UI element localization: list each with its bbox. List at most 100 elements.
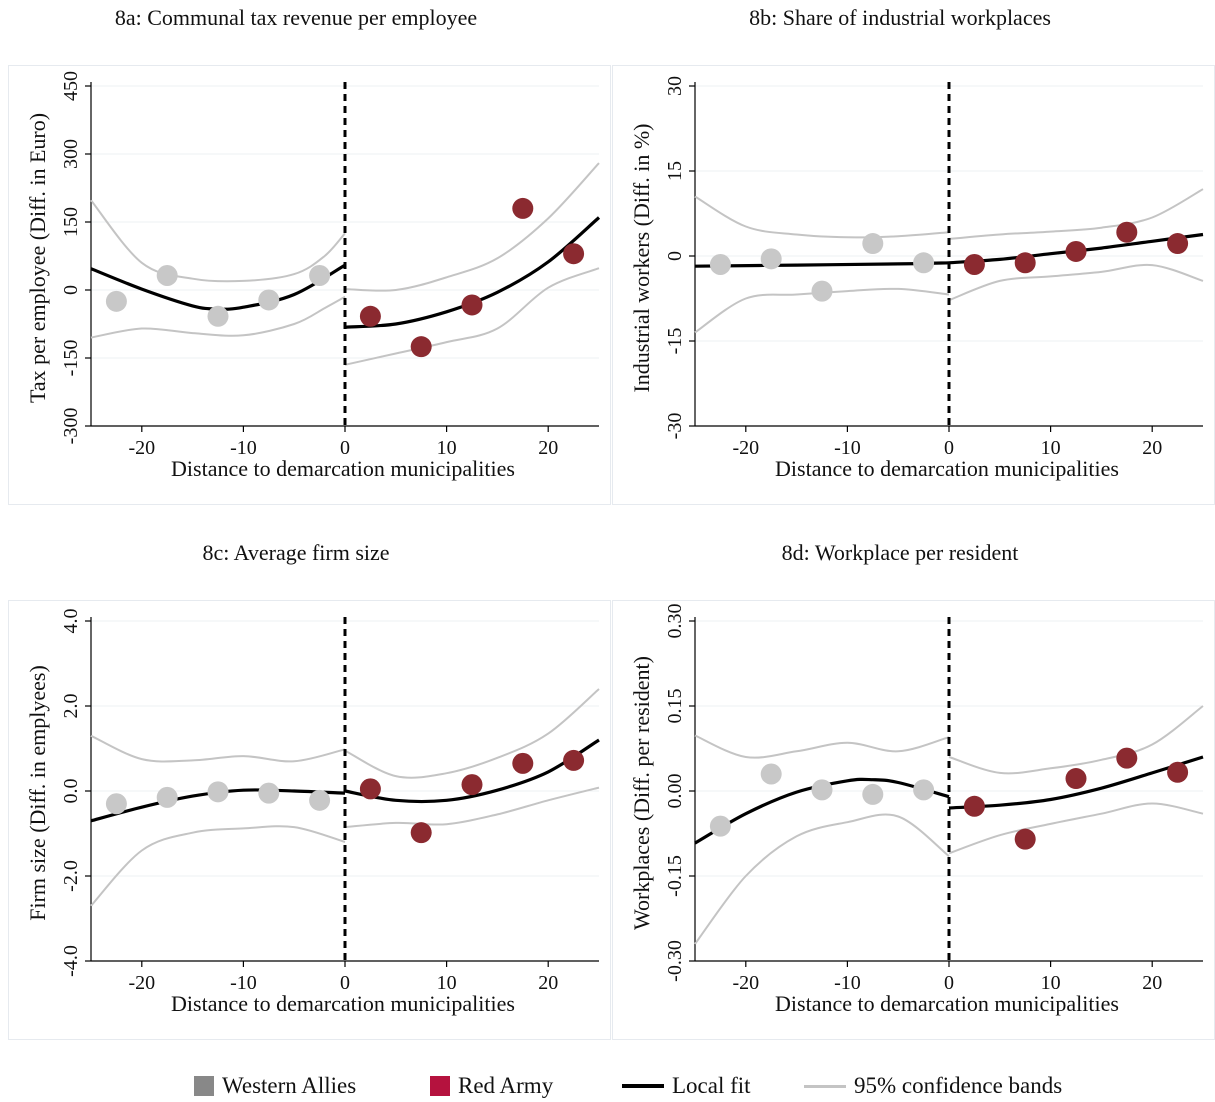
western-allies-point: [760, 248, 782, 270]
red-army-point: [963, 795, 985, 817]
legend-swatch-red: [430, 1076, 450, 1096]
x-tick-label: 0: [944, 972, 954, 994]
western-allies-point: [105, 793, 127, 815]
legend: Western Allies Red Army Local fit 95% co…: [0, 1068, 1215, 1102]
legend-item-western: Western Allies: [194, 1073, 356, 1099]
western-allies-point: [207, 305, 229, 327]
red-army-point: [1065, 768, 1087, 790]
red-army-point: [461, 774, 483, 796]
red-army-point: [563, 243, 585, 265]
confidence-band-right-lower: [344, 786, 600, 829]
red-army-point: [563, 749, 585, 771]
local-fit-left: [694, 777, 950, 845]
red-army-point: [359, 778, 381, 800]
legend-label-fit: Local fit: [672, 1073, 751, 1098]
y-tick-label: 0.0: [60, 779, 82, 804]
x-tick-label: -10: [230, 437, 257, 459]
y-axis-title: Tax per employee (Diff. in Euro): [25, 113, 50, 403]
x-tick-label: 20: [538, 972, 558, 994]
y-tick-label: -0.30: [664, 940, 686, 982]
x-axis-title: Distance to demarcation municipalities: [775, 991, 1119, 1016]
y-tick-label: -300: [60, 408, 82, 445]
legend-swatch-band: [804, 1084, 846, 1088]
western-allies-point: [309, 789, 331, 811]
x-tick-label: -10: [834, 972, 861, 994]
red-army-point: [963, 254, 985, 275]
y-tick-label: 4.0: [60, 609, 82, 634]
confidence-band-left-upper: [90, 734, 346, 763]
y-tick-label: 30: [664, 76, 686, 96]
confidence-band-left-upper: [694, 195, 950, 239]
western-allies-point: [105, 290, 127, 312]
x-tick-label: -20: [732, 972, 759, 994]
y-tick-label: -150: [60, 340, 82, 377]
red-army-point: [359, 305, 381, 327]
local-fit-right: [948, 755, 1204, 810]
confidence-band-left-upper: [90, 199, 346, 283]
chart-panel-a: -300 -150 0 150 300 450 -20 -10 0 10 20 Distance to…: [8, 65, 611, 505]
red-army-point: [1065, 240, 1087, 262]
x-tick-label: 0: [944, 437, 954, 459]
x-axis-title: Distance to demarcation municipalities: [775, 456, 1119, 481]
x-tick-label: 20: [538, 437, 558, 459]
chart-title-b: 8b: Share of industrial workplaces: [749, 5, 1051, 30]
x-tick-label: 0: [340, 972, 350, 994]
y-tick-label: 300: [60, 139, 82, 169]
western-allies-point: [862, 233, 884, 255]
y-tick-label: 0: [664, 251, 686, 261]
western-allies-point: [913, 779, 935, 801]
legend-item-band: 95% confidence bands: [804, 1073, 1062, 1099]
western-allies-point: [156, 264, 178, 286]
red-army-point: [410, 822, 432, 844]
x-tick-label: 20: [1142, 437, 1162, 459]
x-tick-label: 0: [340, 437, 350, 459]
y-tick-label: 0: [60, 285, 82, 295]
western-allies-point: [862, 783, 884, 805]
legend-label-western: Western Allies: [222, 1073, 357, 1098]
chart-title-c: 8c: Average firm size: [202, 540, 390, 565]
local-fit-right: [344, 738, 600, 804]
y-axis-title: Industrial workers (Diff. in %): [629, 123, 654, 392]
western-allies-point: [709, 815, 731, 837]
legend-swatch-western: [194, 1076, 214, 1096]
red-army-point: [410, 336, 432, 358]
chart-panel-c: -4.0 -2.0 0.0 2.0 4.0 -20 -10 0 10 20 Distance to …: [8, 600, 611, 1040]
red-army-point: [1014, 252, 1036, 274]
x-tick-label: -20: [732, 437, 759, 459]
y-tick-label: 0.30: [664, 604, 686, 639]
western-allies-point: [811, 280, 833, 302]
legend-item-red: Red Army: [430, 1073, 553, 1099]
x-tick-label: 10: [437, 972, 457, 994]
western-allies-point: [207, 781, 229, 803]
confidence-band-right-upper: [948, 188, 1204, 240]
x-tick-label: -20: [128, 437, 155, 459]
confidence-band-right-lower: [948, 263, 1204, 302]
y-tick-label: 2.0: [60, 694, 82, 719]
y-axis-title: Workplaces (Diff. per resident): [629, 656, 654, 930]
western-allies-point: [156, 786, 178, 808]
red-army-point: [1167, 761, 1189, 783]
x-tick-label: -10: [230, 972, 257, 994]
y-tick-label: -15: [664, 328, 686, 355]
confidence-band-left-lower: [694, 813, 950, 945]
chart-panel-d: -0.30 -0.15 0.00 0.15 0.30 -20 -10 0 10 20 Distanc…: [612, 600, 1215, 1040]
y-tick-label: -4.0: [60, 945, 82, 977]
x-tick-label: 20: [1142, 972, 1162, 994]
y-tick-label: 0.15: [664, 689, 686, 724]
chart-svg-a: -300 -150 0 150 300 450 -20 -10 0 10 20 Distance to…: [25, 71, 601, 481]
confidence-band-right-lower: [948, 802, 1204, 855]
western-allies-point: [760, 763, 782, 785]
western-allies-point: [258, 289, 280, 311]
confidence-band-right-upper: [344, 162, 600, 292]
y-tick-label: -2.0: [60, 860, 82, 892]
chart-svg-b: -30 -15 0 15 30 -20 -10 0 10 20 Distance to demarc…: [629, 76, 1204, 481]
y-tick-label: -30: [664, 413, 686, 440]
western-allies-point: [709, 254, 731, 275]
chart-title-a: 8a: Communal tax revenue per employee: [114, 5, 478, 30]
red-army-point: [1167, 233, 1189, 255]
local-fit-left: [90, 263, 346, 311]
x-axis-title: Distance to demarcation municipalities: [171, 991, 515, 1016]
x-tick-label: -10: [834, 437, 861, 459]
western-allies-point: [309, 264, 331, 286]
legend-swatch-fit: [622, 1084, 664, 1088]
